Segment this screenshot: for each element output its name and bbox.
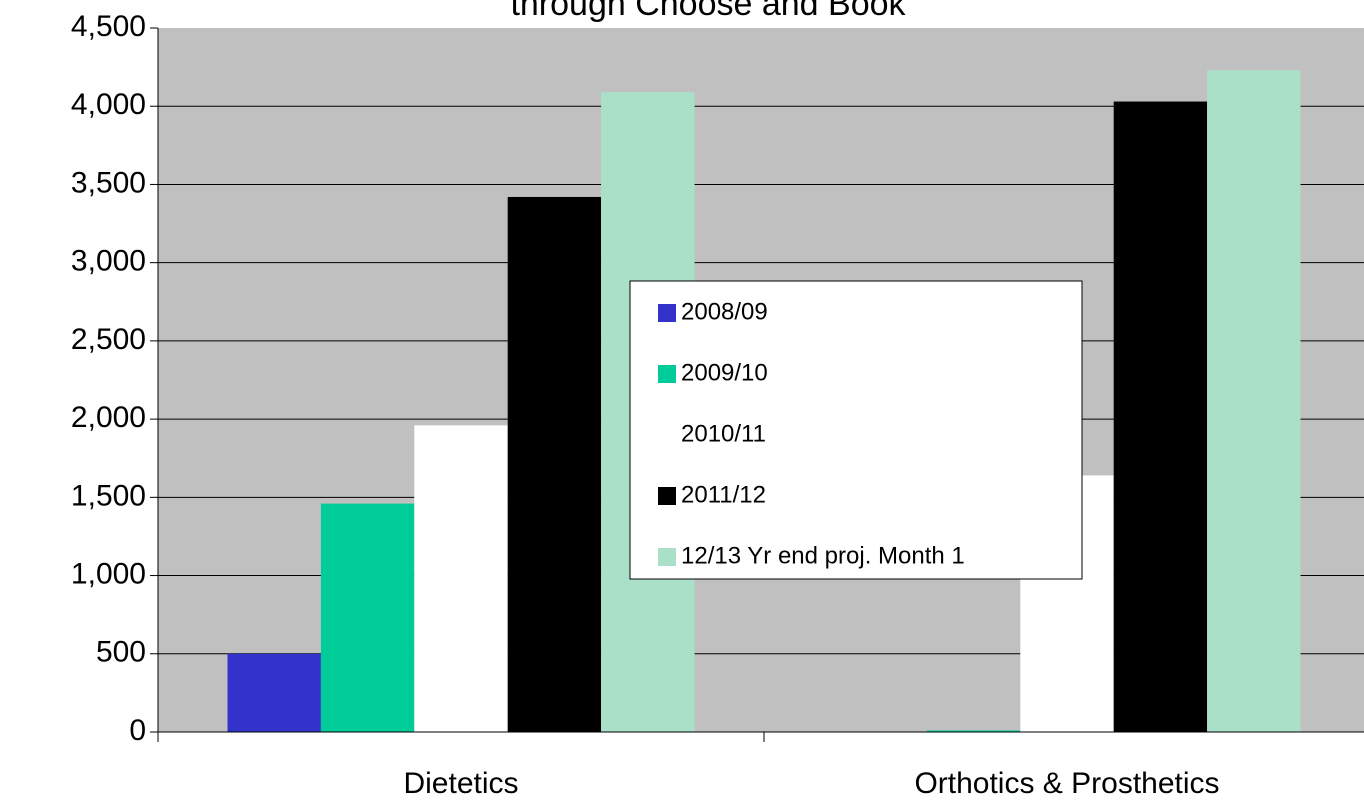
legend-label: 12/13 Yr end proj. Month 1 bbox=[681, 542, 965, 569]
legend-swatch bbox=[658, 365, 676, 383]
legend-box bbox=[629, 280, 1083, 580]
y-tick-label: 500 bbox=[96, 636, 146, 669]
y-tick-label: 3,000 bbox=[71, 245, 146, 278]
legend-label: 2008/09 bbox=[681, 298, 768, 325]
legend-swatch bbox=[658, 548, 676, 566]
bar bbox=[926, 730, 1021, 732]
bar bbox=[227, 653, 321, 732]
y-tick-label: 4,000 bbox=[71, 88, 146, 121]
legend-swatch bbox=[658, 304, 676, 322]
y-tick-label: 4,500 bbox=[71, 10, 146, 43]
x-tick-label: Orthotics & Prosthetics bbox=[914, 767, 1219, 800]
legend-swatch bbox=[658, 487, 676, 505]
legend-swatch bbox=[658, 426, 676, 444]
legend-label: 2009/10 bbox=[681, 359, 768, 386]
bar bbox=[320, 503, 415, 732]
x-tick-label: Dietetics bbox=[403, 767, 518, 800]
y-tick-label: 2,500 bbox=[71, 323, 146, 356]
bar bbox=[414, 425, 508, 732]
bar bbox=[507, 196, 602, 732]
y-tick-label: 2,000 bbox=[71, 401, 146, 434]
y-tick-label: 3,500 bbox=[71, 166, 146, 199]
y-tick-label: 1,000 bbox=[71, 557, 146, 590]
bar bbox=[1207, 70, 1301, 733]
bar bbox=[1113, 101, 1208, 733]
y-tick-label: 1,500 bbox=[71, 479, 146, 512]
chart-title: through Choose and Book bbox=[510, 0, 906, 23]
legend: 2008/09 2009/10 2010/11 2011/12 12/13 Yr end… bbox=[629, 280, 1083, 580]
legend-label: 2010/11 bbox=[681, 420, 766, 447]
y-tick-label: 0 bbox=[129, 714, 146, 747]
legend-label: 2011/12 bbox=[681, 481, 766, 508]
